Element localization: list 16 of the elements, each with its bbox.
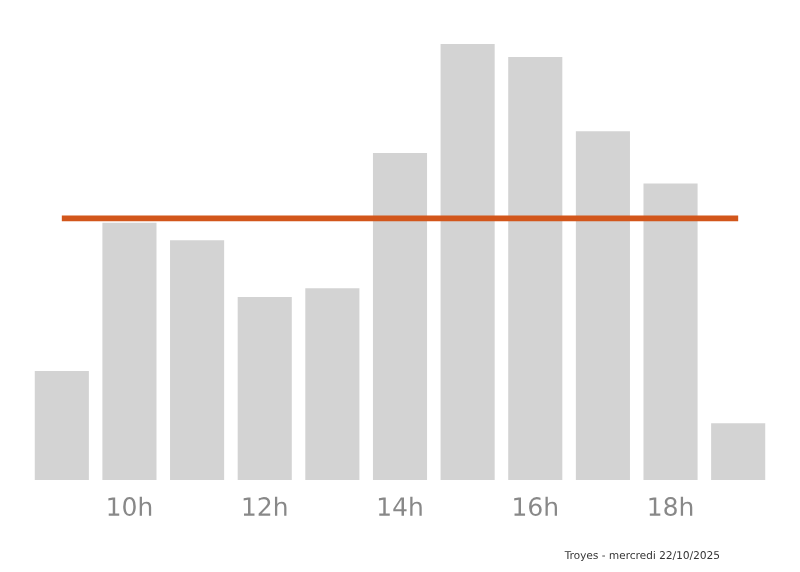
bar bbox=[372, 153, 428, 480]
bar bbox=[508, 57, 563, 480]
x-tick-label: 16h bbox=[514, 496, 557, 517]
bar bbox=[34, 371, 89, 480]
bar bbox=[102, 222, 157, 480]
bar bbox=[711, 423, 766, 480]
x-tick-label: 12h bbox=[243, 496, 287, 516]
bar bbox=[440, 44, 495, 480]
bar bbox=[643, 183, 698, 480]
bar bbox=[237, 296, 292, 480]
bar bbox=[575, 131, 630, 480]
x-tick-label: 18h bbox=[649, 496, 693, 517]
bar bbox=[305, 288, 360, 480]
bar bbox=[170, 240, 225, 480]
x-tick-label: 14h bbox=[378, 496, 422, 516]
x-tick-label: 10h bbox=[108, 496, 152, 517]
